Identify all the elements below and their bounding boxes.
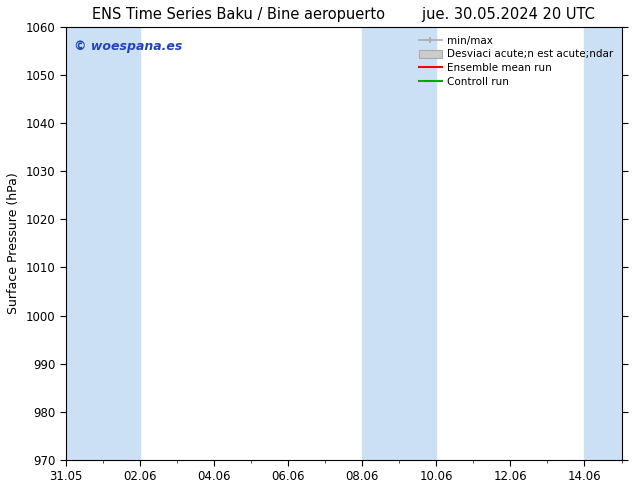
- Text: © woespana.es: © woespana.es: [74, 40, 183, 53]
- Bar: [585, 27, 621, 460]
- Bar: [362, 27, 436, 460]
- Bar: [66, 27, 139, 460]
- Y-axis label: Surface Pressure (hPa): Surface Pressure (hPa): [7, 172, 20, 314]
- Title: ENS Time Series Baku / Bine aeropuerto        jue. 30.05.2024 20 UTC: ENS Time Series Baku / Bine aeropuerto j…: [92, 7, 595, 22]
- Legend: min/max, Desviaci acute;n est acute;ndar, Ensemble mean run, Controll run: min/max, Desviaci acute;n est acute;ndar…: [416, 32, 616, 90]
